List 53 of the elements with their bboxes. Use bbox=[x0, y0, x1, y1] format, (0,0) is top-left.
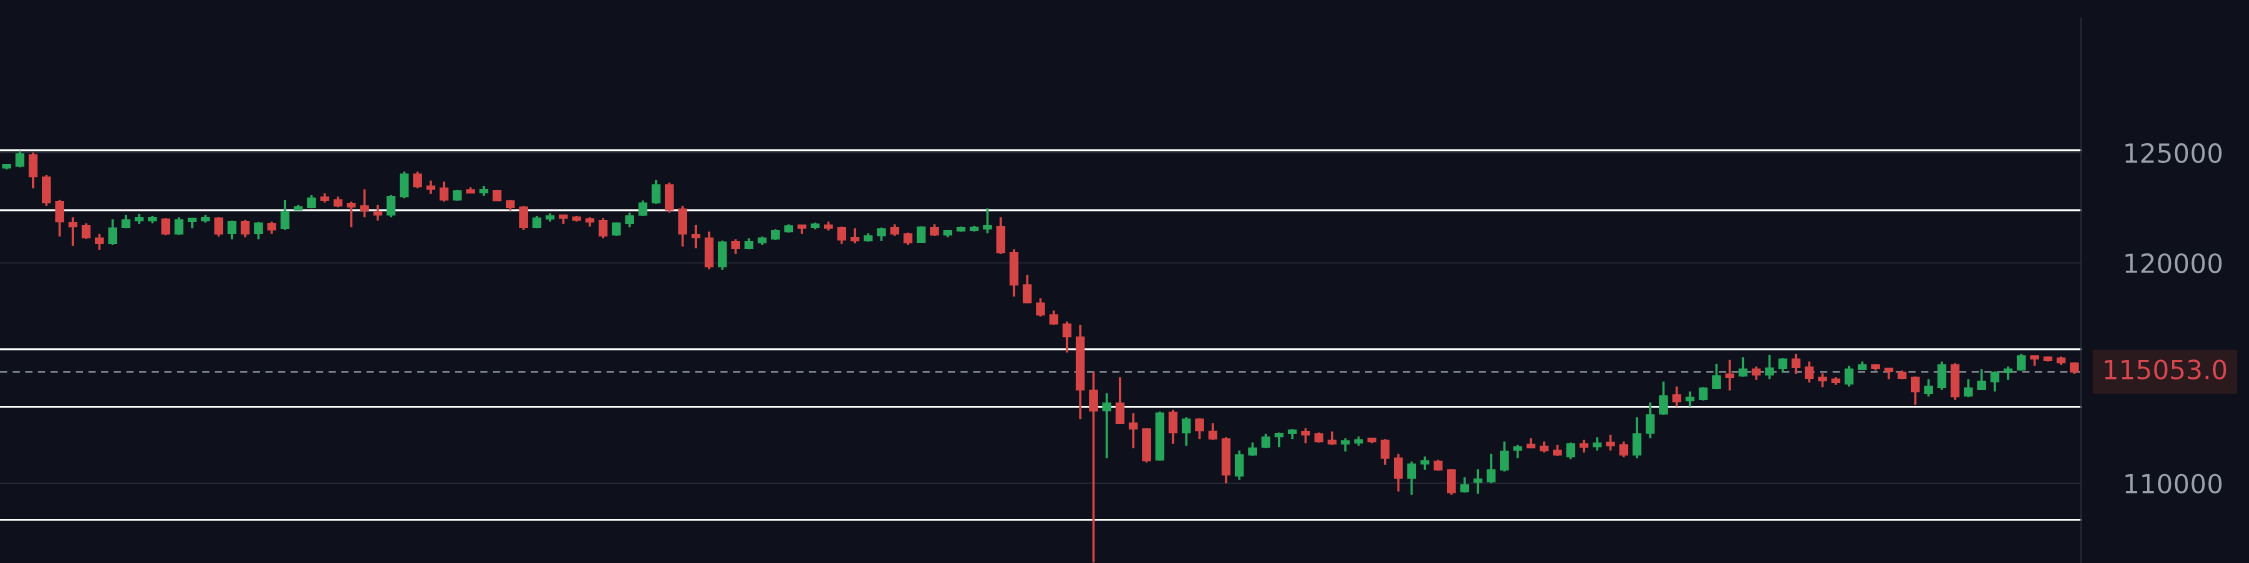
candlestick bbox=[1500, 440, 1509, 473]
candlestick bbox=[1818, 372, 1827, 389]
candlestick bbox=[1725, 358, 1735, 392]
candlestick bbox=[1022, 273, 1032, 305]
candlestick bbox=[691, 223, 701, 250]
y-tick-label: 110000 bbox=[2125, 473, 2222, 494]
ref-line-label: 115053.0 bbox=[2104, 359, 2227, 380]
candlestick bbox=[1486, 452, 1496, 485]
candlestick bbox=[519, 204, 528, 232]
candlestick bbox=[1407, 460, 1417, 496]
candlestick bbox=[1089, 370, 1098, 563]
candlestick bbox=[1910, 375, 1920, 406]
y-tick-label: 120000 bbox=[2125, 253, 2222, 274]
candlestick bbox=[1036, 297, 1045, 318]
candlestick bbox=[651, 178, 661, 206]
candlestick bbox=[1301, 427, 1311, 445]
candlestick bbox=[1115, 376, 1125, 425]
candlestick bbox=[1765, 353, 1774, 381]
candlestick bbox=[68, 216, 78, 248]
candlestick bbox=[108, 218, 118, 247]
candlestick bbox=[1712, 362, 1721, 391]
candlestick bbox=[1473, 468, 1483, 495]
candlestick bbox=[1380, 438, 1390, 466]
candlestick bbox=[1234, 449, 1244, 481]
candlestick bbox=[55, 198, 65, 238]
candlestick bbox=[1632, 416, 1642, 460]
candlestick bbox=[386, 193, 396, 219]
candlestick bbox=[1844, 364, 1854, 388]
candlestick bbox=[1977, 368, 1986, 391]
candlestick bbox=[214, 216, 224, 238]
candlestick bbox=[1168, 408, 1178, 445]
candlestick bbox=[1659, 380, 1668, 416]
candlestick bbox=[1645, 401, 1655, 440]
candlestick bbox=[1606, 433, 1615, 452]
candlestick bbox=[439, 180, 449, 203]
candlestick bbox=[598, 217, 608, 240]
candlestick bbox=[1672, 385, 1682, 408]
candlestick bbox=[983, 207, 992, 235]
candlestick bbox=[1195, 417, 1204, 441]
y-tick-label: 125000 bbox=[2125, 143, 2222, 164]
candlestick bbox=[28, 151, 38, 190]
candlestick bbox=[399, 170, 409, 200]
candlestick bbox=[280, 198, 290, 232]
candlestick bbox=[360, 188, 369, 219]
candlestick bbox=[1738, 356, 1748, 378]
candlestick bbox=[1393, 452, 1403, 493]
candlestick bbox=[1128, 412, 1138, 450]
candlestick bbox=[1102, 392, 1112, 460]
candlestick bbox=[1181, 416, 1191, 447]
candlestick bbox=[346, 200, 356, 229]
candlestick bbox=[1937, 360, 1947, 391]
candlestick bbox=[1446, 468, 1456, 496]
candlestick bbox=[1804, 360, 1814, 384]
